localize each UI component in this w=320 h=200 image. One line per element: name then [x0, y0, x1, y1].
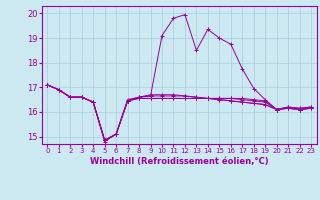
X-axis label: Windchill (Refroidissement éolien,°C): Windchill (Refroidissement éolien,°C) — [90, 157, 268, 166]
